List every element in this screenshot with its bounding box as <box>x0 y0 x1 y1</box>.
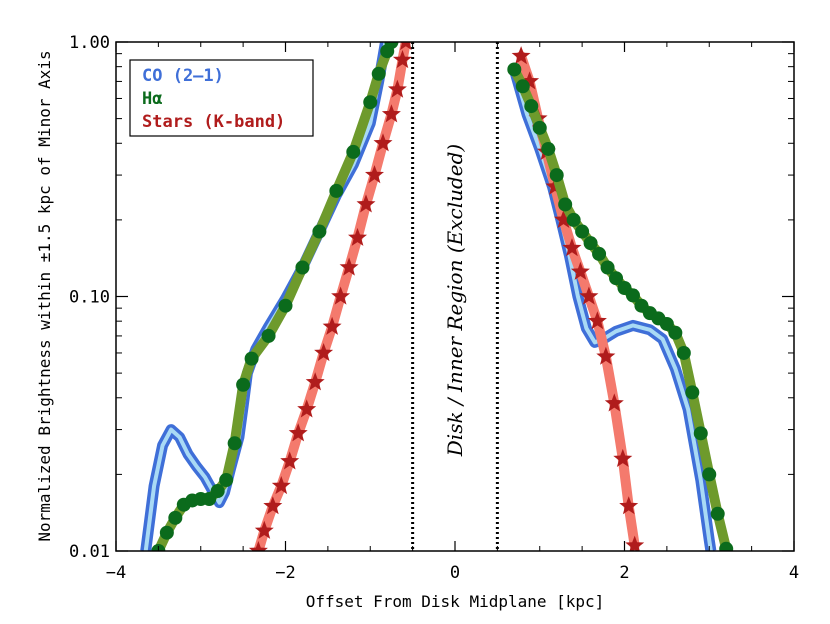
data-point <box>159 525 174 540</box>
data-point <box>400 42 412 51</box>
data-point <box>288 423 308 442</box>
legend: CO (2–1) Hα Stars (K-band) <box>129 59 314 137</box>
data-point <box>524 99 539 114</box>
data-point <box>596 346 616 365</box>
data-point <box>619 496 639 515</box>
data-point <box>600 260 615 275</box>
data-point <box>511 46 531 65</box>
data-point <box>625 535 645 551</box>
data-point <box>314 343 334 362</box>
data-point <box>520 71 540 90</box>
excluded-region-label: Disk / Inner Region (Excluded) <box>443 144 467 457</box>
data-point <box>549 168 564 183</box>
data-point <box>312 224 327 239</box>
data-point <box>702 467 717 482</box>
data-point <box>305 372 325 391</box>
axis-ticks: −4 −2 0 2 4 0.01 0.10 1.00 <box>69 33 799 583</box>
data-point <box>625 288 640 303</box>
data-point <box>507 62 522 77</box>
data-point <box>381 104 401 123</box>
data-point <box>613 448 633 467</box>
data-point <box>659 316 674 331</box>
legend-box <box>129 59 314 137</box>
data-point <box>295 260 310 275</box>
data-point <box>263 496 283 515</box>
data-point <box>365 165 384 184</box>
data-point <box>575 224 590 239</box>
x-tick-label: 0 <box>450 563 460 583</box>
x-axis-label: Offset From Disk Midplane [kpc] <box>306 592 605 611</box>
y-axis-label: Normalized Brightness within ±1.5 kpc of… <box>35 50 54 541</box>
data-point <box>570 261 590 280</box>
data-point <box>346 144 361 159</box>
data-point <box>676 345 691 360</box>
legend-entry-co: CO (2–1) <box>142 66 224 86</box>
data-point <box>541 141 556 156</box>
y-tick-label: 1.00 <box>69 33 110 53</box>
data-point <box>331 286 351 305</box>
data-point <box>297 399 317 418</box>
y-tick-label: 0.01 <box>69 542 110 562</box>
legend-entry-halpha: Hα <box>142 89 162 109</box>
data-point <box>363 95 378 110</box>
data-point <box>271 476 291 495</box>
data-point <box>210 484 225 499</box>
series-layer <box>140 42 734 551</box>
data-point <box>562 238 582 257</box>
data-point <box>387 79 407 98</box>
data-point <box>248 541 268 551</box>
y-tick-label: 0.10 <box>69 288 110 308</box>
x-tick-label: −2 <box>275 563 295 583</box>
data-point <box>254 520 274 539</box>
data-point <box>515 79 530 94</box>
data-point <box>168 510 183 525</box>
data-point <box>558 197 573 212</box>
x-tick-label: 2 <box>619 563 629 583</box>
legend-entry-stars: Stars (K-band) <box>142 112 285 132</box>
data-point <box>693 426 708 441</box>
data-point <box>227 436 242 451</box>
data-point <box>710 506 725 521</box>
data-point <box>583 236 598 251</box>
data-point <box>392 50 412 69</box>
data-point <box>244 351 259 366</box>
x-tick-label: 4 <box>789 563 799 583</box>
data-point <box>719 541 734 551</box>
x-tick-label: −4 <box>106 563 126 583</box>
series-1 <box>151 42 734 551</box>
data-point <box>604 393 624 412</box>
data-point <box>278 298 293 313</box>
data-point <box>280 451 300 470</box>
data-point <box>609 271 624 286</box>
data-point <box>373 133 393 152</box>
data-point <box>236 377 251 392</box>
data-point <box>371 66 386 81</box>
data-point <box>566 212 581 227</box>
data-point <box>554 209 573 228</box>
data-point <box>219 473 234 488</box>
data-point <box>532 120 547 135</box>
excluded-region: Disk / Inner Region (Excluded) <box>411 42 499 551</box>
data-point <box>579 286 599 305</box>
data-point <box>339 257 359 276</box>
data-point <box>668 325 683 340</box>
data-point <box>592 246 607 261</box>
data-point <box>685 385 700 400</box>
data-point <box>356 194 376 213</box>
data-point <box>261 328 276 343</box>
data-point <box>587 311 607 330</box>
data-point <box>322 316 342 335</box>
data-point <box>348 227 367 246</box>
data-point <box>384 42 399 49</box>
data-point <box>329 183 344 198</box>
